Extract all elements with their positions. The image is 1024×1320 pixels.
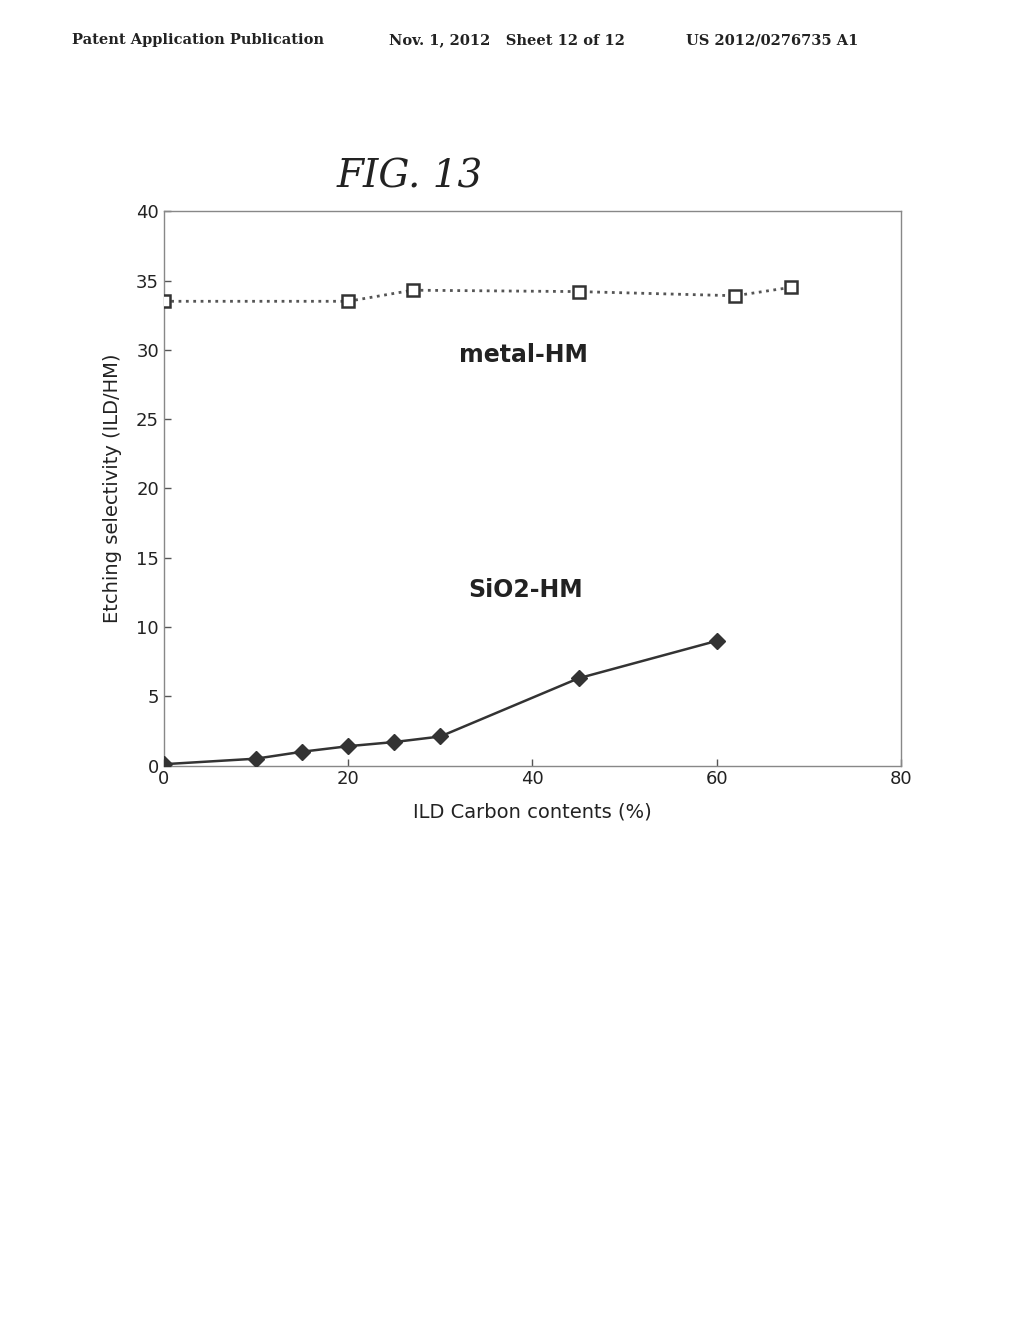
X-axis label: ILD Carbon contents (%): ILD Carbon contents (%) — [413, 803, 652, 821]
Text: Nov. 1, 2012   Sheet 12 of 12: Nov. 1, 2012 Sheet 12 of 12 — [389, 33, 625, 48]
Text: FIG. 13: FIG. 13 — [337, 158, 482, 195]
Text: US 2012/0276735 A1: US 2012/0276735 A1 — [686, 33, 858, 48]
Text: Patent Application Publication: Patent Application Publication — [72, 33, 324, 48]
Y-axis label: Etching selectivity (ILD/HM): Etching selectivity (ILD/HM) — [103, 354, 122, 623]
Text: metal-HM: metal-HM — [459, 343, 588, 367]
Text: SiO2-HM: SiO2-HM — [468, 578, 583, 602]
